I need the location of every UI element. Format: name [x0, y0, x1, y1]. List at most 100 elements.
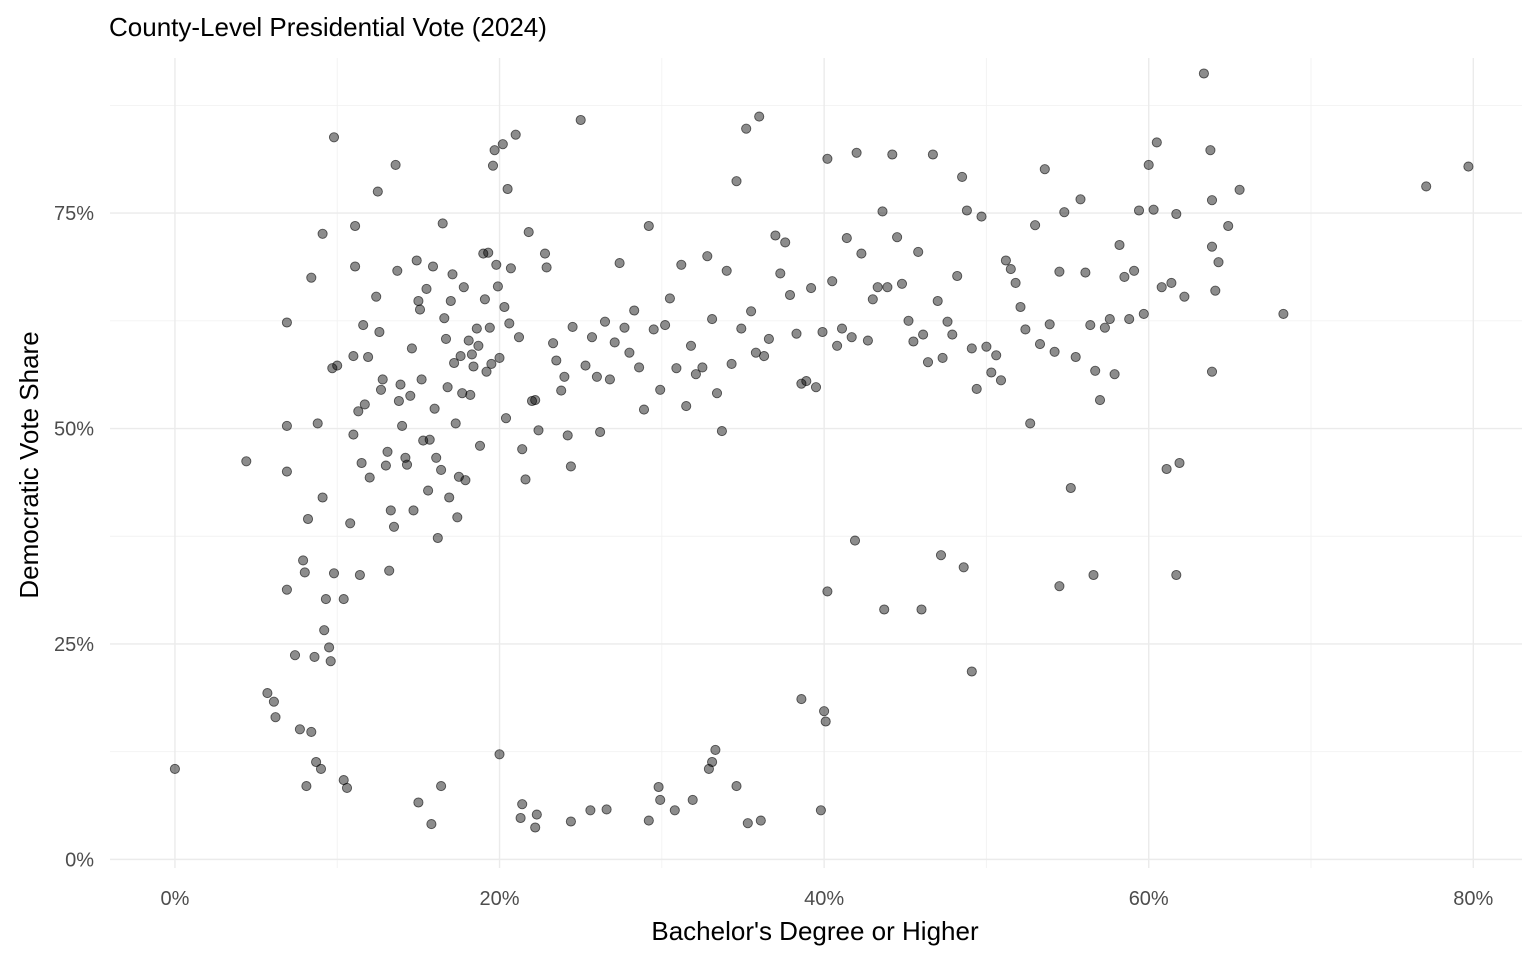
- data-point: [697, 362, 708, 373]
- data-point: [908, 336, 919, 347]
- data-point: [846, 332, 857, 343]
- data-point: [935, 550, 947, 561]
- data-point: [726, 358, 737, 369]
- data-point: [312, 418, 323, 429]
- data-point: [494, 749, 505, 760]
- y-tick-label: 0%: [65, 849, 94, 871]
- data-point: [348, 429, 359, 440]
- data-point: [406, 343, 417, 354]
- data-point: [372, 186, 383, 197]
- data-point: [1166, 277, 1177, 288]
- data-point: [447, 269, 458, 280]
- data-point: [585, 805, 596, 816]
- data-point: [505, 263, 516, 274]
- data-point: [169, 763, 180, 774]
- data-points: [169, 68, 1474, 833]
- data-point: [565, 816, 576, 827]
- data-point: [392, 265, 403, 276]
- data-point: [384, 565, 395, 576]
- data-point: [1034, 339, 1046, 350]
- data-point: [1179, 291, 1190, 302]
- data-point: [1161, 463, 1172, 475]
- data-point: [401, 459, 413, 470]
- data-point: [1085, 320, 1096, 331]
- data-point: [1133, 205, 1145, 216]
- data-point: [676, 259, 687, 270]
- data-point: [517, 444, 528, 455]
- data-point: [671, 363, 682, 374]
- data-point: [427, 261, 439, 272]
- data-point: [614, 258, 625, 269]
- data-point: [268, 696, 279, 707]
- data-point: [262, 688, 273, 699]
- data-point: [966, 343, 977, 354]
- data-point: [681, 401, 692, 412]
- data-point: [995, 375, 1007, 386]
- data-point: [299, 567, 310, 578]
- data-point: [796, 694, 807, 705]
- data-point: [942, 316, 953, 327]
- data-point: [922, 357, 934, 368]
- data-point: [363, 351, 374, 363]
- data-point: [1005, 264, 1016, 275]
- data-point: [281, 317, 292, 328]
- data-point: [413, 295, 424, 307]
- data-point: [1059, 207, 1070, 218]
- data-point: [393, 395, 404, 407]
- data-point: [567, 321, 578, 332]
- data-point: [559, 371, 570, 382]
- y-axis-title: Democratic Vote Share: [14, 331, 44, 598]
- data-point: [1075, 194, 1086, 205]
- data-point: [952, 270, 963, 282]
- data-point: [483, 247, 494, 258]
- data-point: [1054, 581, 1065, 592]
- data-point: [423, 485, 434, 496]
- data-point: [515, 812, 526, 824]
- data-point: [350, 261, 361, 272]
- data-point: [341, 782, 353, 793]
- data-point: [660, 320, 671, 331]
- data-point: [1119, 271, 1130, 282]
- data-point: [436, 781, 447, 792]
- data-point: [1174, 457, 1185, 469]
- data-point: [1088, 569, 1099, 581]
- data-point: [1025, 418, 1036, 429]
- data-point: [374, 326, 385, 338]
- data-point: [822, 153, 833, 164]
- data-point: [1210, 285, 1221, 296]
- data-point: [489, 145, 500, 156]
- data-point: [664, 293, 675, 304]
- data-point: [437, 218, 448, 229]
- data-point: [338, 594, 349, 605]
- data-point: [1206, 195, 1218, 206]
- data-point: [1148, 204, 1159, 215]
- data-point: [491, 259, 502, 270]
- data-point: [315, 763, 327, 774]
- data-point: [364, 472, 375, 483]
- data-point: [741, 123, 752, 134]
- data-point: [356, 457, 367, 469]
- data-point: [499, 301, 510, 313]
- data-point: [1278, 308, 1289, 319]
- data-point: [1421, 181, 1432, 192]
- data-point: [957, 171, 968, 182]
- data-point: [932, 295, 943, 307]
- data-point: [556, 385, 567, 396]
- data-point: [609, 337, 620, 348]
- data-point: [903, 315, 914, 326]
- data-point: [1114, 239, 1125, 251]
- data-point: [754, 111, 765, 122]
- data-point: [1234, 184, 1245, 195]
- data-point: [530, 395, 541, 406]
- data-point: [927, 149, 938, 160]
- data-point: [763, 333, 774, 344]
- data-point: [841, 233, 852, 244]
- data-point: [1109, 369, 1120, 380]
- data-point: [468, 361, 479, 372]
- data-point: [653, 781, 664, 793]
- data-point: [484, 322, 495, 333]
- data-point: [879, 604, 890, 615]
- data-point: [601, 804, 612, 815]
- data-point: [1065, 482, 1076, 494]
- data-point: [721, 265, 732, 276]
